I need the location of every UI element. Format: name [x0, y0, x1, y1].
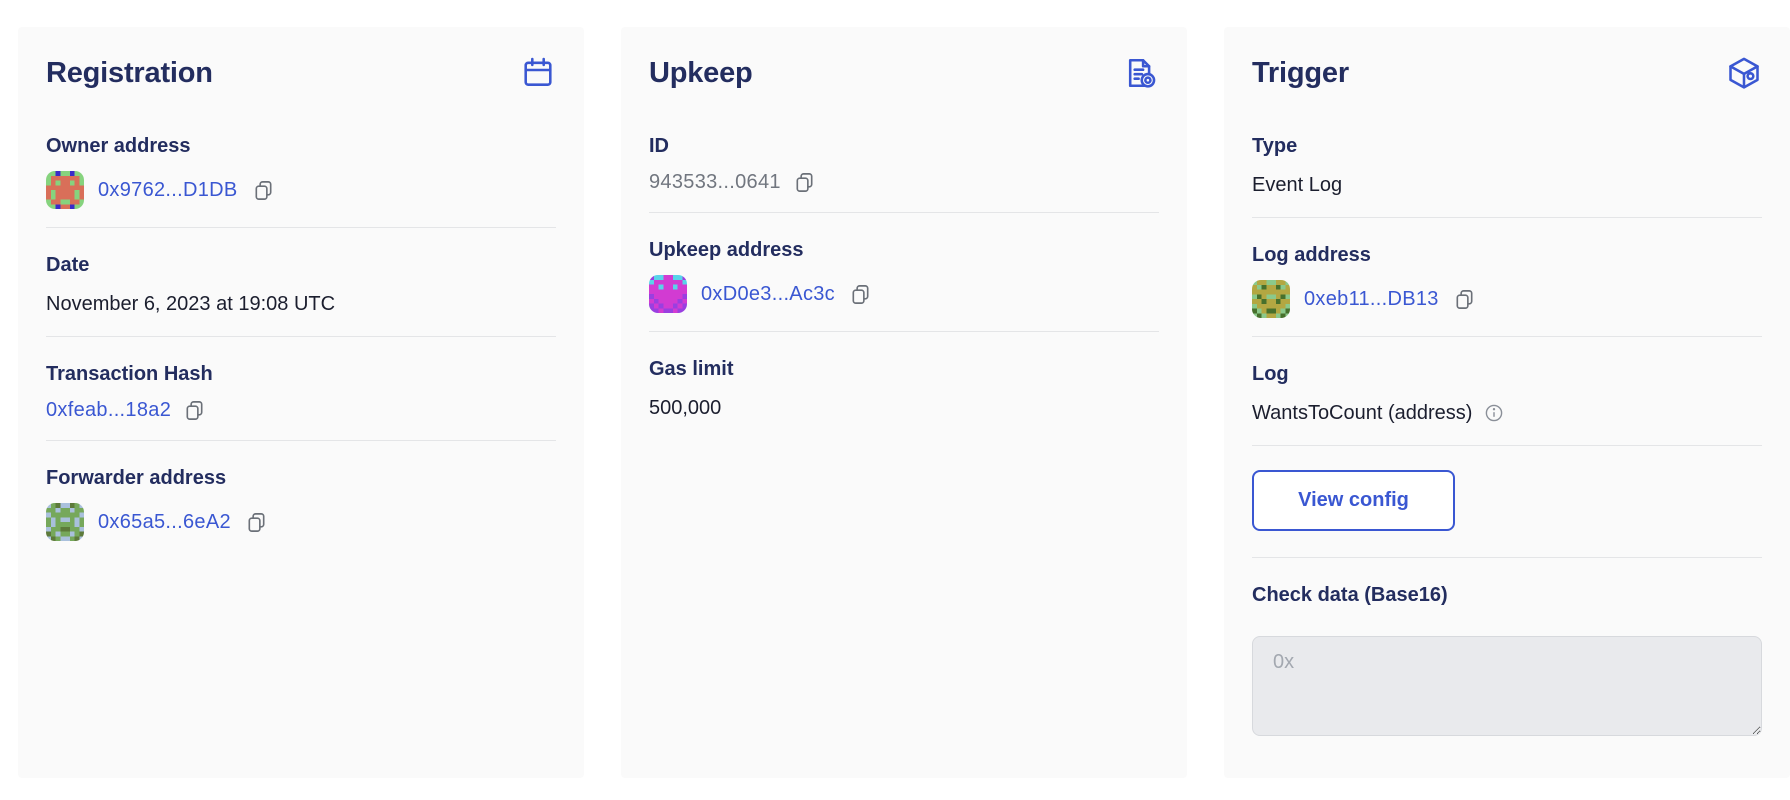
- upkeep-id-label: ID: [649, 135, 669, 157]
- registration-card-header: Registration: [46, 51, 556, 95]
- forwarder-address-avatar: [46, 503, 84, 541]
- upkeep-address-link[interactable]: 0xD0e3...Ac3c: [701, 282, 835, 305]
- log-address-section: Log address 0xeb11...DB13: [1252, 218, 1762, 337]
- cards-container: Registration Owner address 0x9762...D1DB: [18, 27, 1790, 778]
- owner-address-avatar: [46, 171, 84, 209]
- copy-icon: [852, 284, 869, 304]
- gas-limit-label: Gas limit: [649, 358, 734, 380]
- upkeep-id-copy-button[interactable]: [793, 171, 816, 194]
- registration-card: Registration Owner address 0x9762...D1DB: [18, 27, 584, 778]
- log-address-row: 0xeb11...DB13: [1252, 280, 1762, 318]
- owner-address-section: Owner address 0x9762...D1DB: [46, 109, 556, 228]
- log-label: Log: [1252, 363, 1289, 385]
- forwarder-address-row: 0x65a5...6eA2: [46, 503, 556, 541]
- owner-address-row: 0x9762...D1DB: [46, 171, 556, 209]
- forwarder-address-section: Forwarder address 0x65a5...6eA2: [46, 441, 556, 559]
- copy-icon: [1456, 289, 1473, 309]
- trigger-type-value: Event Log: [1252, 174, 1343, 196]
- trigger-card: Trigger Type Event Log Log address 0xeb1…: [1224, 27, 1790, 778]
- log-address-label: Log address: [1252, 244, 1371, 266]
- document-gear-icon: [1123, 55, 1159, 91]
- cube-icon: [1726, 55, 1762, 91]
- log-value: WantsToCount (address): [1252, 402, 1473, 424]
- check-data-label: Check data (Base16): [1252, 584, 1448, 606]
- view-config-button[interactable]: View config: [1252, 470, 1455, 531]
- transaction-hash-copy-button[interactable]: [183, 399, 206, 422]
- transaction-hash-row: 0xfeab...18a2: [46, 399, 556, 422]
- info-icon[interactable]: [1484, 403, 1504, 423]
- upkeep-address-copy-button[interactable]: [849, 283, 872, 306]
- gas-limit-section: Gas limit 500,000: [649, 332, 1159, 440]
- log-address-copy-button[interactable]: [1453, 288, 1476, 311]
- forwarder-address-copy-button[interactable]: [245, 511, 268, 534]
- trigger-card-title: Trigger: [1252, 56, 1349, 89]
- owner-address-copy-button[interactable]: [252, 179, 275, 202]
- upkeep-address-avatar: [649, 275, 687, 313]
- log-address-link[interactable]: 0xeb11...DB13: [1304, 287, 1439, 310]
- owner-address-label: Owner address: [46, 135, 191, 157]
- registration-card-title: Registration: [46, 56, 213, 89]
- log-section: Log WantsToCount (address): [1252, 337, 1762, 446]
- copy-icon: [248, 512, 265, 532]
- log-address-avatar: [1252, 280, 1290, 318]
- upkeep-address-row: 0xD0e3...Ac3c: [649, 275, 1159, 313]
- upkeep-card-title: Upkeep: [649, 56, 753, 89]
- upkeep-id-value: 943533...0641: [649, 171, 781, 193]
- gas-limit-value: 500,000: [649, 397, 722, 419]
- upkeep-id-section: ID 943533...0641: [649, 109, 1159, 213]
- copy-icon: [796, 173, 813, 192]
- date-value: November 6, 2023 at 19:08 UTC: [46, 293, 336, 315]
- date-section: Date November 6, 2023 at 19:08 UTC: [46, 228, 556, 337]
- date-label: Date: [46, 254, 90, 276]
- forwarder-address-label: Forwarder address: [46, 467, 227, 489]
- upkeep-address-label: Upkeep address: [649, 239, 804, 261]
- upkeep-address-section: Upkeep address 0xD0e3...Ac3c: [649, 213, 1159, 332]
- owner-address-link[interactable]: 0x9762...D1DB: [98, 178, 238, 201]
- view-config-section: View config: [1252, 446, 1762, 558]
- transaction-hash-link[interactable]: 0xfeab...18a2: [46, 399, 172, 421]
- transaction-hash-section: Transaction Hash 0xfeab...18a2: [46, 337, 556, 441]
- forwarder-address-link[interactable]: 0x65a5...6eA2: [98, 510, 231, 533]
- log-row: WantsToCount (address): [1252, 399, 1762, 427]
- transaction-hash-label: Transaction Hash: [46, 363, 213, 385]
- check-data-section: Check data (Base16): [1252, 558, 1762, 759]
- trigger-type-label: Type: [1252, 135, 1298, 157]
- copy-icon: [255, 180, 272, 200]
- upkeep-id-row: 943533...0641: [649, 171, 1159, 194]
- check-data-textarea[interactable]: [1252, 636, 1762, 736]
- upkeep-card: Upkeep ID 943533...0641: [621, 27, 1187, 778]
- copy-icon: [186, 401, 203, 420]
- upkeep-card-header: Upkeep: [649, 51, 1159, 95]
- trigger-card-header: Trigger: [1252, 51, 1762, 95]
- calendar-icon: [520, 55, 556, 91]
- trigger-type-section: Type Event Log: [1252, 109, 1762, 218]
